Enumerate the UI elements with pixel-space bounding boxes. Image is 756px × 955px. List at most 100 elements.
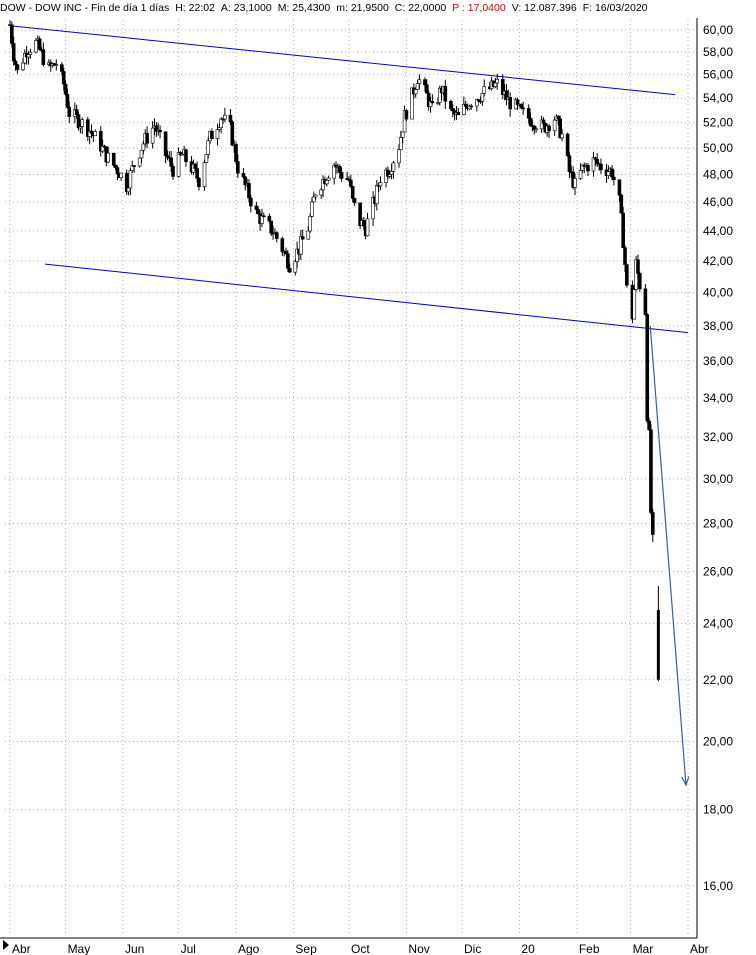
candle-body (195, 168, 199, 179)
candle-body (469, 105, 474, 108)
candle-body (260, 215, 264, 224)
x-tick-label: Sep (295, 942, 317, 955)
candle-body (371, 197, 375, 220)
candle-body (249, 197, 253, 207)
y-tick-label: 32,00 (703, 430, 733, 444)
x-axis: Abr May Jun Jul Ago Sep Oct Nov Dic 20 Feb Mar Abr (0, 937, 709, 955)
candle-body (399, 137, 403, 151)
candle-body (256, 209, 261, 215)
candle-body (34, 40, 38, 53)
candle-body (37, 38, 42, 50)
candle-body (558, 118, 562, 139)
candle-body (171, 166, 175, 177)
candle-body (76, 114, 81, 129)
candle-body (619, 194, 624, 214)
candle-body (552, 119, 557, 132)
x-tick-label: Jul (181, 942, 196, 955)
projection-arrow (649, 325, 690, 787)
candle-body (10, 24, 14, 44)
candle-body (415, 83, 420, 90)
candle-body (547, 125, 551, 132)
candle-body (67, 107, 72, 117)
candle-body (313, 194, 318, 198)
x-tick-label: Jun (125, 942, 144, 955)
candle-body (647, 420, 651, 430)
candle-body (254, 205, 259, 210)
candle-body (482, 86, 487, 94)
y-tick-label: 58,00 (703, 45, 733, 59)
scroll-left-icon[interactable] (3, 940, 9, 950)
candle-body (450, 108, 455, 112)
candle-body (128, 170, 133, 189)
candle-body (508, 97, 512, 110)
candle-body (643, 288, 648, 315)
y-tick-label: 22,00 (703, 673, 733, 687)
y-tick-label: 20,00 (703, 734, 733, 748)
candle-body (430, 100, 435, 104)
y-tick-label: 16,00 (703, 879, 733, 893)
trendline-upper-channel (9, 25, 676, 96)
candle-body (656, 610, 660, 680)
candle-body (287, 268, 292, 273)
candle-body (519, 103, 524, 109)
y-tick-label: 56,00 (703, 68, 733, 82)
candle-body (54, 64, 59, 66)
candle-body (74, 109, 79, 116)
candle-body (541, 119, 546, 124)
header-date: F: 16/03/2020 (582, 2, 648, 14)
chart-header: DOW - DOW INC - Fin de día 1 días H: 22:0… (0, 0, 756, 16)
candle-body (306, 230, 311, 240)
candle-body (321, 179, 325, 191)
x-tick-label: Feb (579, 942, 600, 955)
candle-body (13, 60, 18, 65)
candle-body (184, 149, 188, 162)
candle-body (247, 183, 251, 199)
candle-body (115, 167, 120, 175)
candle-body (284, 251, 288, 255)
candle-body (215, 129, 220, 139)
header-max: M: 25,4300 (277, 2, 331, 14)
candle-body (449, 100, 453, 109)
candle-body (176, 152, 181, 177)
candle-body (150, 127, 155, 144)
y-tick-label: 24,00 (703, 616, 733, 630)
y-tick-label: 46,00 (703, 195, 733, 209)
trendlines (9, 25, 689, 334)
candle-body (299, 236, 303, 255)
candle-body (324, 180, 329, 185)
x-tick-label: Oct (351, 942, 370, 955)
candle-body (378, 182, 383, 187)
candle-body (606, 171, 611, 176)
candle-body (100, 145, 105, 152)
candle-body (132, 165, 136, 167)
candle-body (423, 79, 427, 86)
y-tick-label: 48,00 (703, 168, 733, 182)
candle-body (410, 87, 414, 120)
candle-body (206, 140, 211, 155)
x-tick-label: 20 (521, 942, 535, 955)
y-tick-label: 40,00 (703, 286, 733, 300)
y-tick-label: 50,00 (703, 141, 733, 155)
candle-body (591, 157, 596, 172)
candle-body (241, 173, 246, 178)
candle-body (578, 170, 583, 179)
candle-body (400, 131, 405, 138)
x-tick-label: Abr (12, 942, 31, 955)
candle-body (463, 103, 468, 107)
candle-body (417, 79, 422, 84)
candle-body (621, 212, 625, 248)
candle-body (349, 179, 353, 187)
candle-body (197, 177, 201, 187)
candle-body (462, 103, 466, 115)
candle-body (119, 172, 123, 179)
candle-body (565, 133, 570, 157)
candle-body (350, 186, 355, 199)
candle-body (391, 162, 396, 172)
candle-body (41, 49, 46, 65)
y-tick-label: 28,00 (703, 517, 733, 531)
candle-body (286, 253, 290, 269)
candle-body (89, 130, 94, 134)
candle-body (413, 89, 418, 95)
candle-body (126, 187, 131, 193)
